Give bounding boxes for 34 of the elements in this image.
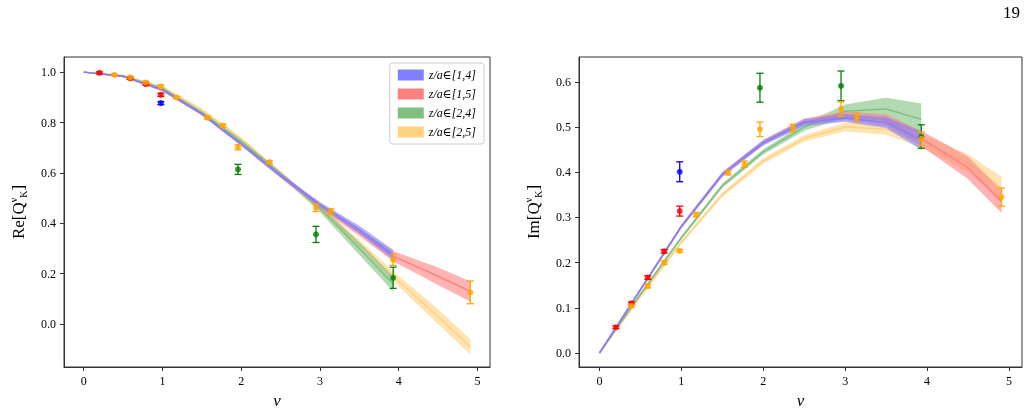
x-tick-label: 3 xyxy=(842,374,849,388)
y-tick-label: 0.2 xyxy=(556,255,571,270)
x-tick-label: 2 xyxy=(238,374,245,388)
x-tick-label: 3 xyxy=(316,374,323,388)
legend-label: z/a∈[2,4] xyxy=(427,106,477,120)
y-tick-label: 0.6 xyxy=(41,165,56,180)
x-axis-title: ν xyxy=(273,390,282,410)
y-tick-label: 0.5 xyxy=(556,120,571,135)
y-tick-label: 1.0 xyxy=(41,65,56,80)
y-tick-label: 0.4 xyxy=(41,216,56,231)
x-tick-label: 0 xyxy=(596,374,603,388)
y-axis-title: Im[QνK] xyxy=(522,184,544,240)
legend-label: z/a∈[1,4] xyxy=(427,68,477,82)
y-tick-label: 0.3 xyxy=(556,210,571,225)
x-tick-label: 0 xyxy=(80,374,87,388)
legend-label: z/a∈[1,5] xyxy=(427,87,477,101)
y-tick-label: 0.0 xyxy=(41,317,56,332)
y-tick-label: 0.4 xyxy=(556,165,571,180)
text: 19 xyxy=(1003,3,1020,22)
y-tick-label: 0.8 xyxy=(41,115,56,130)
y-tick-label: 0.0 xyxy=(556,345,571,360)
x-tick-label: 1 xyxy=(159,374,166,388)
x-tick-label: 5 xyxy=(474,374,481,388)
x-tick-label: 1 xyxy=(678,374,685,388)
y-tick-label: 0.2 xyxy=(41,266,56,281)
x-tick-label: 5 xyxy=(1005,374,1012,388)
y-axis-title: Re[QνK] xyxy=(7,184,29,240)
y-tick-label: 0.6 xyxy=(556,74,571,89)
x-tick-label: 2 xyxy=(760,374,767,388)
x-tick-label: 4 xyxy=(395,374,402,388)
x-axis-title: ν xyxy=(796,390,805,410)
x-tick-label: 4 xyxy=(924,374,931,388)
y-tick-label: 0.1 xyxy=(556,300,571,315)
legend-label: z/a∈[2,5] xyxy=(427,125,477,139)
